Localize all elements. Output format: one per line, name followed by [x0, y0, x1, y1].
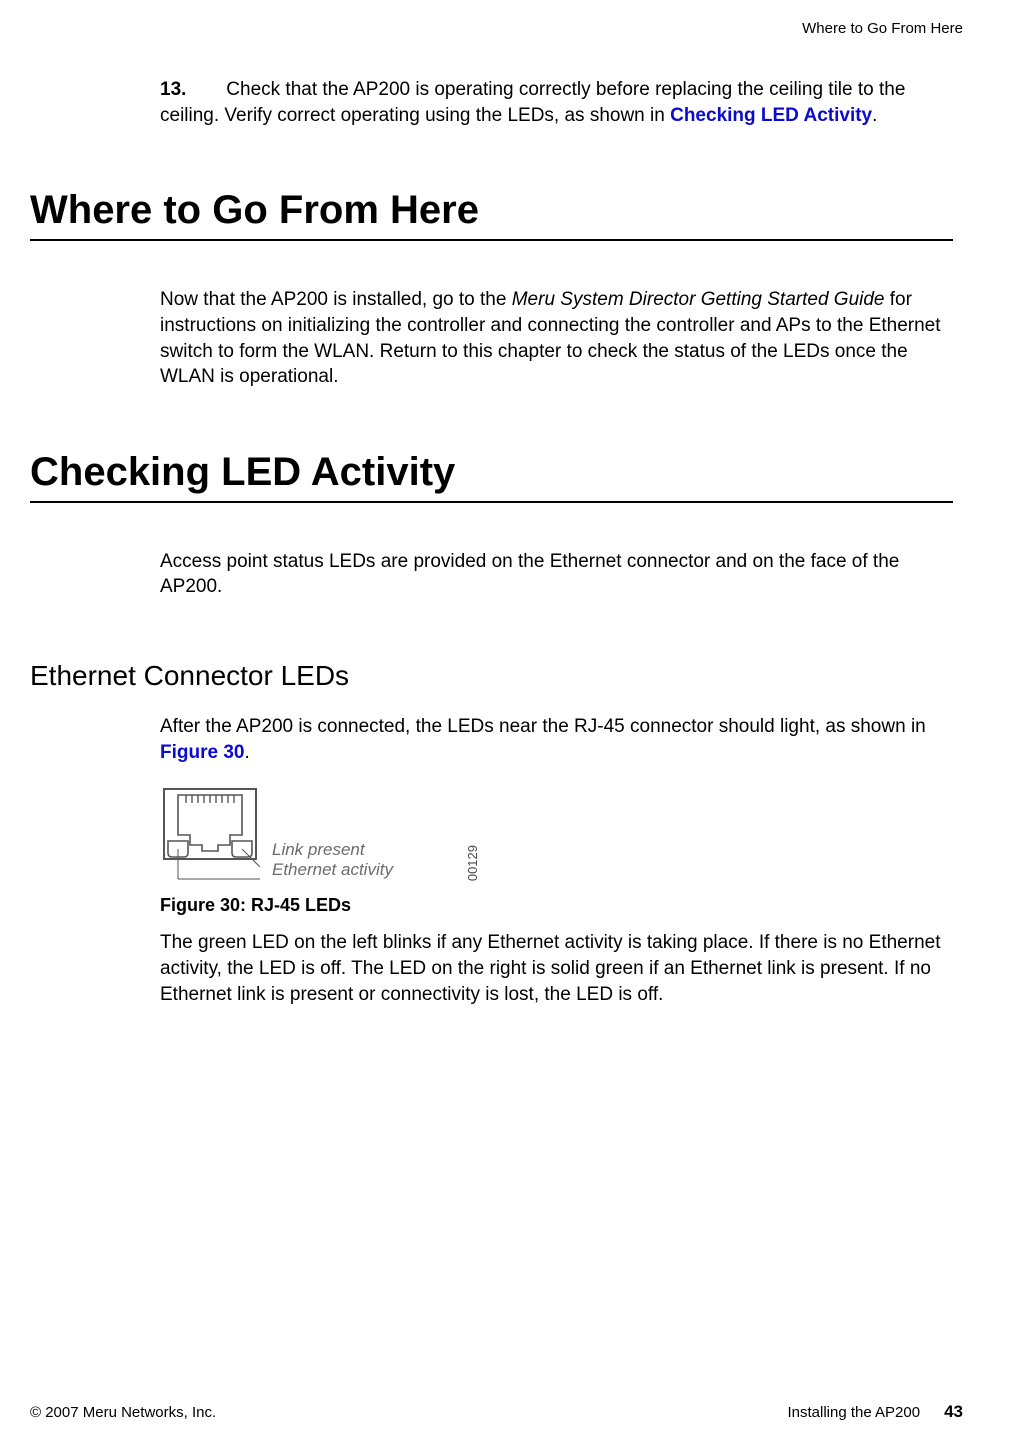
subsection-para: After the AP200 is connected, the LEDs n… [160, 714, 953, 765]
section2-intro: Access point status LEDs are provided on… [160, 549, 953, 600]
heading-checking-led: Checking LED Activity [30, 450, 953, 495]
rule [30, 239, 953, 241]
section1-paragraph: Now that the AP200 is installed, go to t… [160, 287, 953, 390]
figure-30-caption: Figure 30: RJ-45 LEDs [160, 895, 953, 916]
heading-where-to-go: Where to Go From Here [30, 188, 953, 233]
figure-labels: Link present Ethernet activity [272, 840, 393, 881]
para-text: Now that the AP200 is installed, go to t… [160, 289, 512, 310]
para-text: After the AP200 is connected, the LEDs n… [160, 716, 926, 737]
footer-chapter: Installing the AP200 [787, 1404, 920, 1421]
step-13: 13. Check that the AP200 is operating co… [160, 77, 953, 128]
footer-page-number: 43 [944, 1402, 963, 1422]
italic-title: Meru System Director Getting Started Gui… [512, 289, 885, 310]
link-checking-led-activity[interactable]: Checking LED Activity [670, 105, 872, 126]
para-text-after: . [244, 742, 249, 763]
rule [30, 501, 953, 503]
footer-copyright: © 2007 Meru Networks, Inc. [30, 1404, 216, 1421]
label-ethernet-activity: Ethernet activity [272, 860, 393, 880]
figure-30: Link present Ethernet activity 00129 [160, 785, 953, 881]
running-header: Where to Go From Here [30, 20, 963, 37]
label-link-present: Link present [272, 840, 393, 860]
page: Where to Go From Here 13. Check that the… [0, 0, 1013, 1452]
step-text-end: . [872, 105, 877, 126]
heading-ethernet-connector-leds: Ethernet Connector LEDs [30, 660, 953, 692]
link-figure-30[interactable]: Figure 30 [160, 742, 244, 763]
rj45-connector-icon [160, 785, 260, 881]
figure-code: 00129 [465, 841, 480, 881]
figure-explain-para: The green LED on the left blinks if any … [160, 930, 953, 1007]
page-footer: © 2007 Meru Networks, Inc. Installing th… [30, 1402, 963, 1422]
step-number: 13. [160, 77, 188, 103]
